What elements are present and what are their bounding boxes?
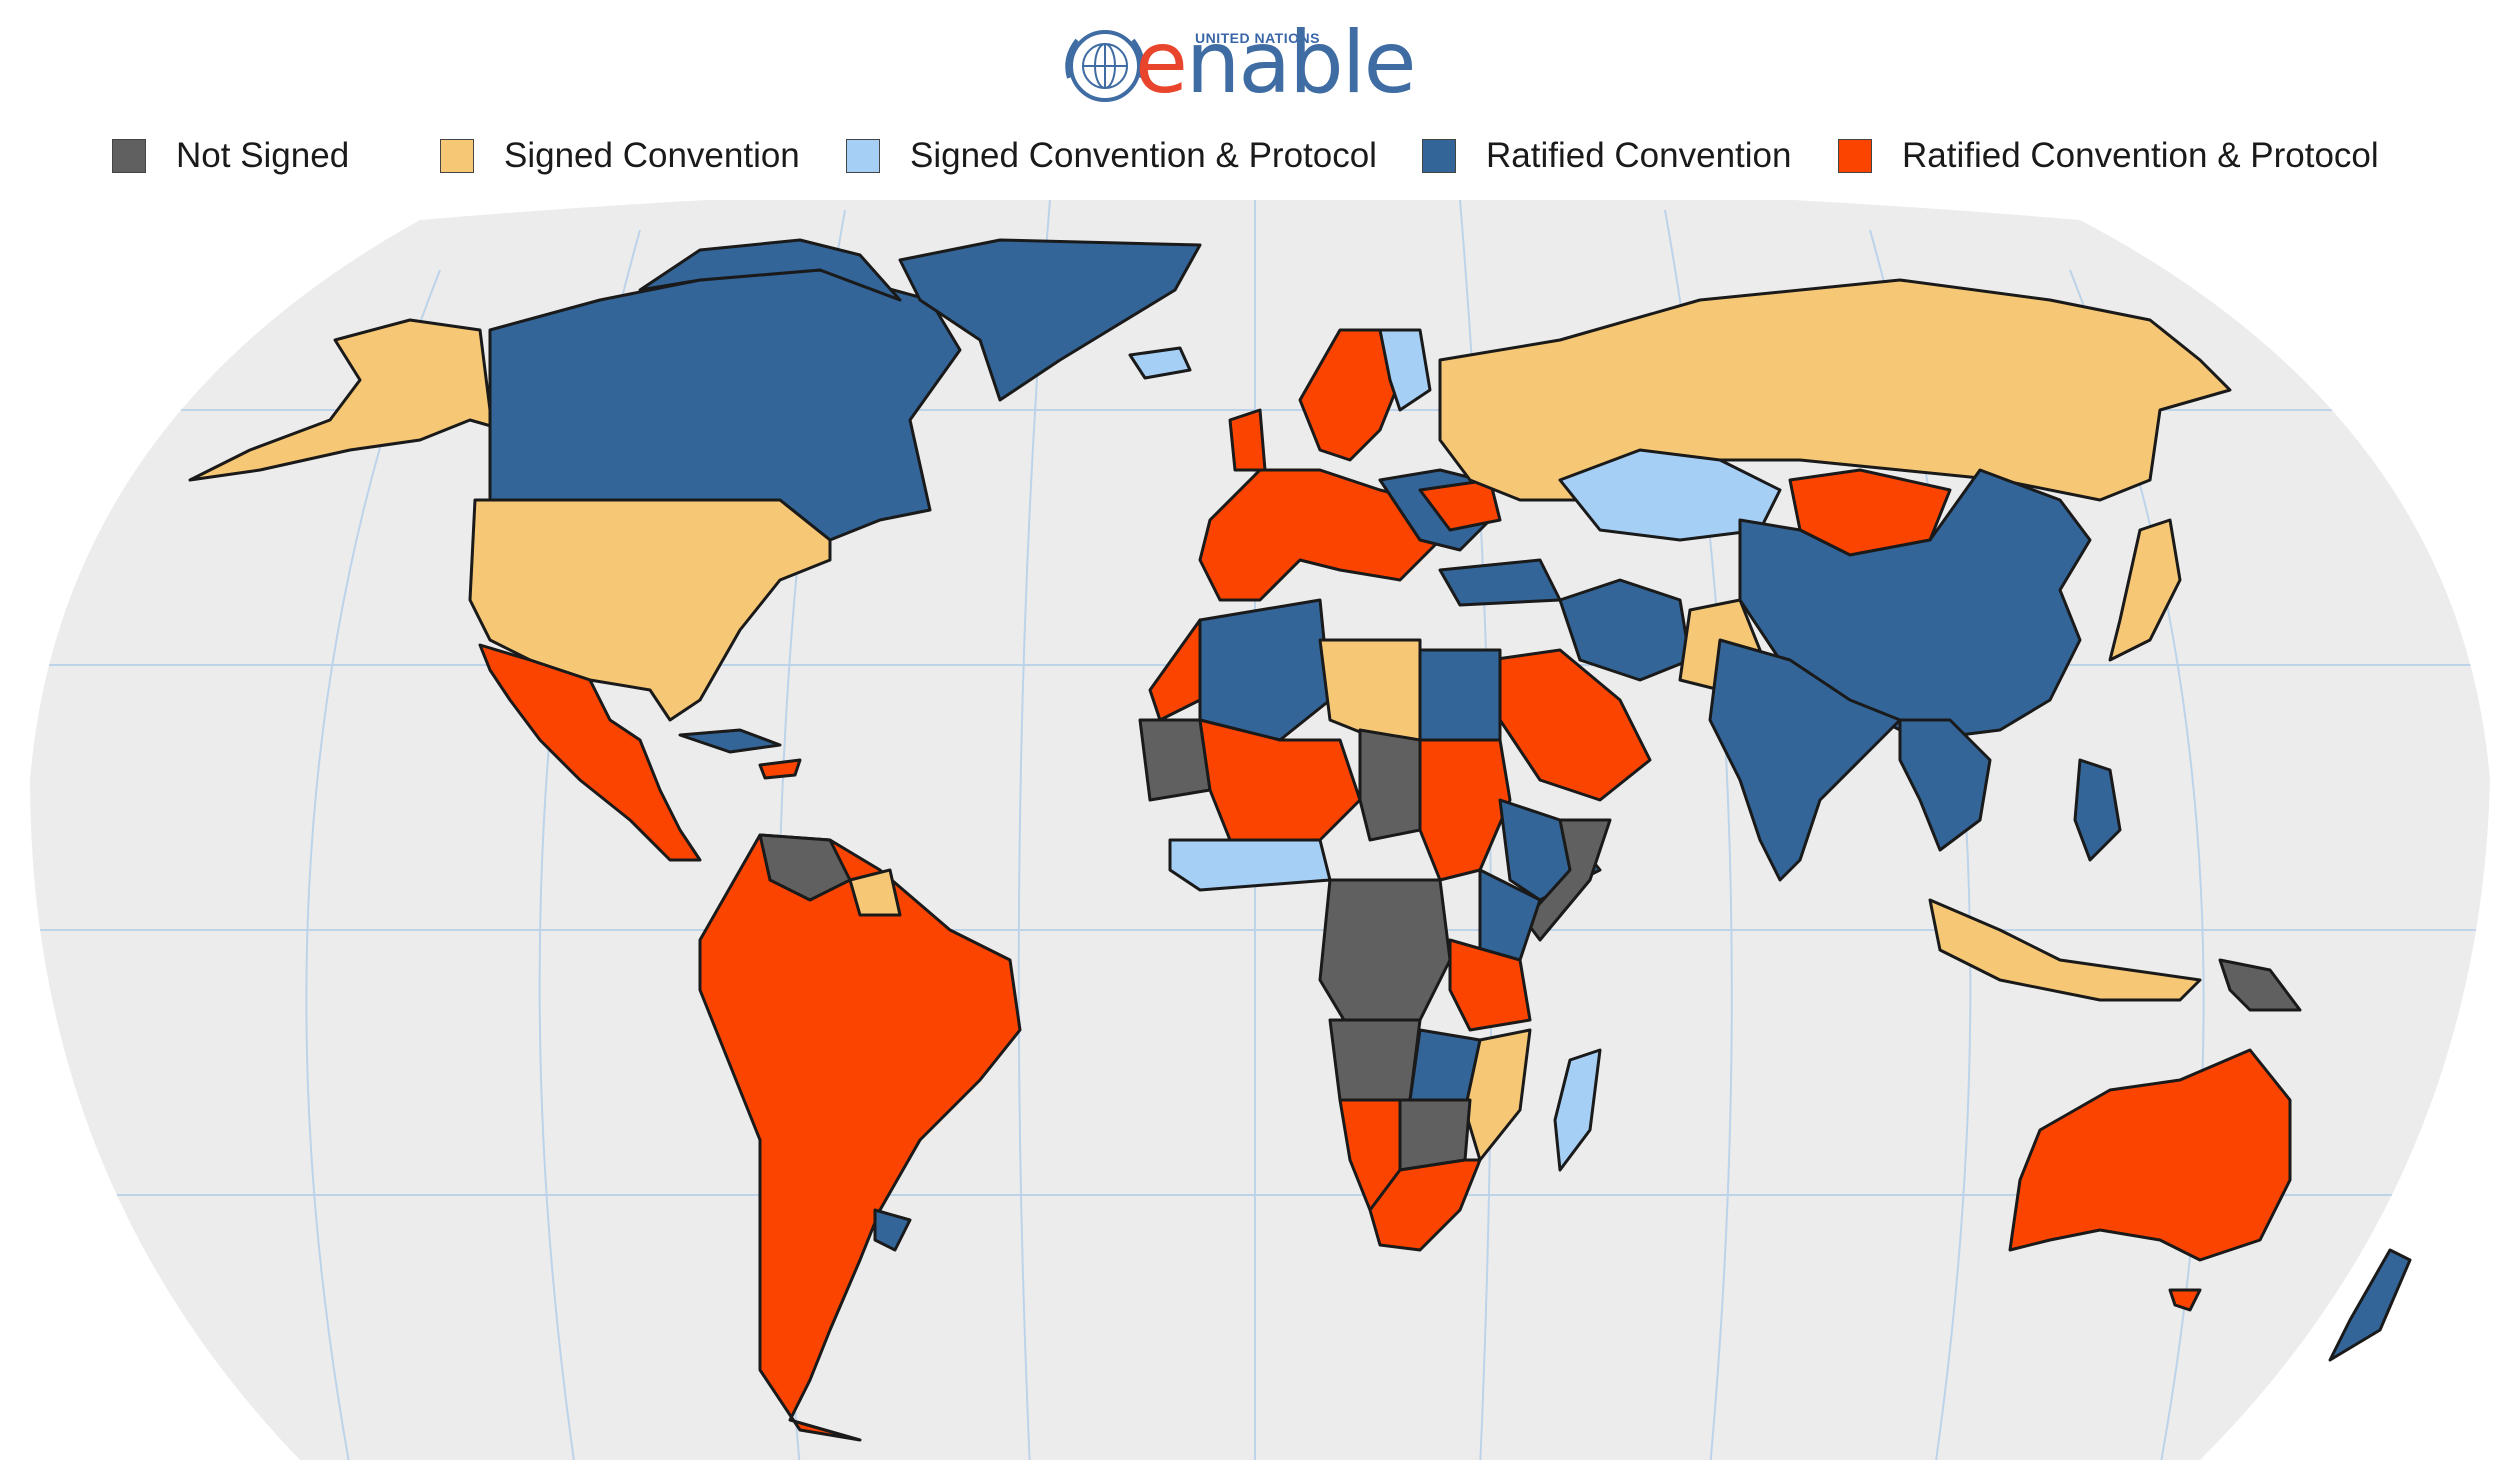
region-indonesia <box>1928 898 2202 1002</box>
region-united-states <box>468 498 832 722</box>
region-philippines <box>2073 758 2122 862</box>
region-southeast-asia <box>1898 718 1992 852</box>
region-japan <box>2108 518 2182 662</box>
un-label: UNITED NATIONS <box>1195 30 1320 46</box>
un-emblem-icon <box>1065 30 1145 102</box>
legend-swatch <box>846 139 880 173</box>
legend-label: Signed Convention & Protocol <box>910 136 1377 175</box>
legend-label: Not Signed <box>176 136 350 175</box>
region-turkey <box>1438 558 1562 607</box>
region-venezuela <box>758 833 852 902</box>
region-papua-new-guinea <box>2218 958 2302 1012</box>
region-mozambique <box>1463 1028 1532 1162</box>
region-india <box>1708 638 1902 882</box>
legend-swatch <box>1838 139 1872 173</box>
region-tasmania <box>2168 1288 2202 1312</box>
region-greenland <box>898 238 1202 402</box>
legend-swatch <box>112 139 146 173</box>
region-gulf-of-guinea <box>1168 838 1332 892</box>
legend-swatch <box>440 139 474 173</box>
region-hispaniola <box>758 758 802 780</box>
region-mali-niger <box>1198 718 1362 842</box>
legend-item-not-signed: Not Signed <box>112 136 349 176</box>
region-uk <box>1228 408 1267 472</box>
region-south-africa <box>1368 1158 1482 1252</box>
legend-label: Signed Convention <box>504 136 800 175</box>
region-scandinavia <box>1298 328 1402 462</box>
map-legend: Not Signed Signed Convention Signed Conv… <box>0 130 2500 180</box>
region-cuba <box>678 728 782 754</box>
region-western-europe <box>1198 468 1442 602</box>
region-finland <box>1378 328 1432 412</box>
region-angola <box>1328 1018 1422 1102</box>
region-morocco <box>1148 618 1202 722</box>
un-enable-logo: UNITED NATIONS enable <box>1055 18 1465 108</box>
region-algeria <box>1198 598 1332 742</box>
region-somalia <box>1523 818 1612 942</box>
region-australia <box>2008 1048 2292 1262</box>
region-russia <box>1438 278 2232 502</box>
region-tanzania <box>1448 938 1532 1032</box>
region-madagascar <box>1553 1048 1602 1172</box>
legend-item-signed-convention: Signed Convention <box>440 136 800 176</box>
world-map <box>30 200 2490 1460</box>
legend-item-ratified-convention-protocol: Ratified Convention & Protocol <box>1838 136 2379 176</box>
region-canada-arctic-islands <box>638 238 902 302</box>
region-new-zealand <box>2328 1248 2412 1362</box>
region-south-america <box>698 833 1022 1442</box>
region-iceland <box>1128 346 1192 380</box>
enable-rest: nable <box>1185 13 1417 113</box>
enable-e: e <box>1135 13 1188 113</box>
region-egypt <box>1418 648 1502 742</box>
region-alaska <box>188 318 542 482</box>
region-kazakhstan <box>1558 448 1782 542</box>
region-saudi-arabia <box>1488 648 1652 802</box>
region-guyana-suriname <box>848 868 902 917</box>
legend-label: Ratified Convention & Protocol <box>1902 136 2379 175</box>
legend-swatch <box>1422 139 1456 173</box>
legend-item-ratified-convention: Ratified Convention <box>1422 136 1791 176</box>
legend-label: Ratified Convention <box>1486 136 1792 175</box>
legend-item-signed-convention-protocol: Signed Convention & Protocol <box>846 136 1377 176</box>
region-mexico-central-america <box>478 643 702 862</box>
region-west-africa-north <box>1138 718 1212 802</box>
region-chad <box>1358 728 1422 842</box>
region-uruguay <box>873 1208 912 1252</box>
enable-wordmark: enable <box>1135 18 1417 108</box>
region-ukraine <box>1418 478 1502 532</box>
